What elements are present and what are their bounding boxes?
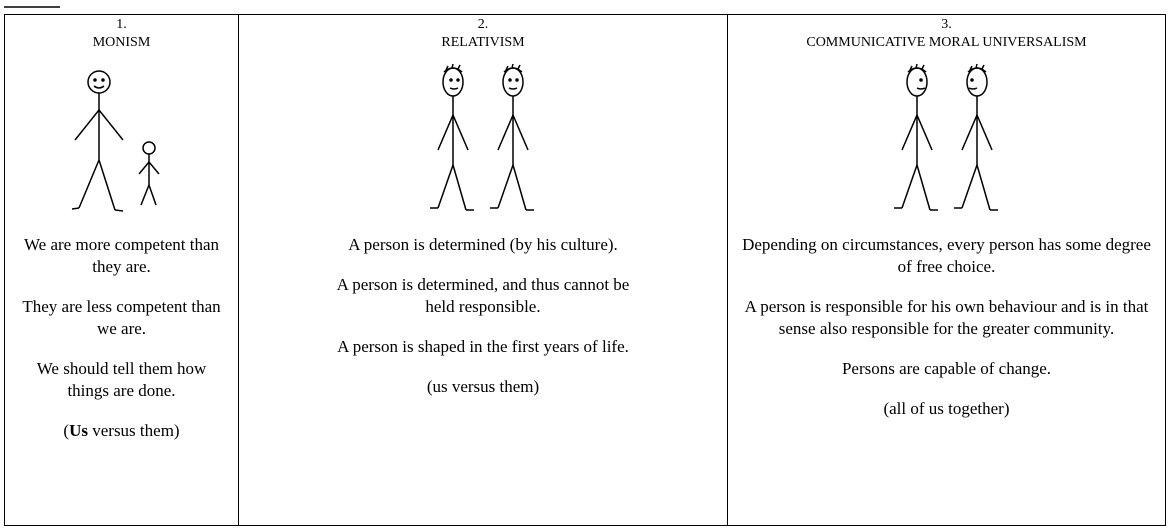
column-title: RELATIVISM [441,35,525,50]
number-row: 3. [728,15,1165,34]
statement: We should tell them how things are done. [36,359,207,400]
illustration [893,63,998,211]
closing-text: Us [69,421,88,440]
closing-text: versus them) [87,421,180,440]
closing-text: ( [63,421,70,440]
illustration [430,63,534,211]
column-title: MONISM [92,35,151,50]
number-row: 1. [5,15,238,34]
column: 2. RELATIVISM A person is determined (by … [239,15,728,525]
closing-statement: (Us versus them) [17,420,227,442]
statement: Depending on circumstances, every person… [742,235,1151,276]
column-number: 2. [474,16,492,34]
column: 1. MONISM We are more competent than they… [5,15,239,525]
closing-statement: (us versus them) [323,376,643,398]
number-row: 2. [239,15,727,34]
statement: A person is responsible for his own beha… [744,297,1149,338]
column: 3. COMMUNICATIVE MORAL UNIVERSALISM Depen… [728,15,1165,525]
closing-text: (us versus them) [426,377,540,396]
comparison-table: 1. MONISM We are more competent than they… [4,14,1166,526]
statement: A person is determined, and thus cannot … [336,275,630,316]
column-number: 1. [113,16,130,34]
column-title: COMMUNICATIVE MORAL UNIVERSALISM [806,35,1087,50]
statement: We are more competent than they are. [24,235,219,276]
header-underline [4,6,60,8]
closing-statement: (all of us together) [737,398,1157,420]
statement: Persons are capable of change. [841,359,1052,378]
statement: A person is determined (by his culture). [348,235,618,254]
closing-text: (all of us together) [883,399,1010,418]
statement: They are less competent than we are. [22,297,221,338]
column-number: 3. [938,16,955,34]
illustration [71,70,160,212]
statement: A person is shaped in the first years of… [337,337,629,356]
